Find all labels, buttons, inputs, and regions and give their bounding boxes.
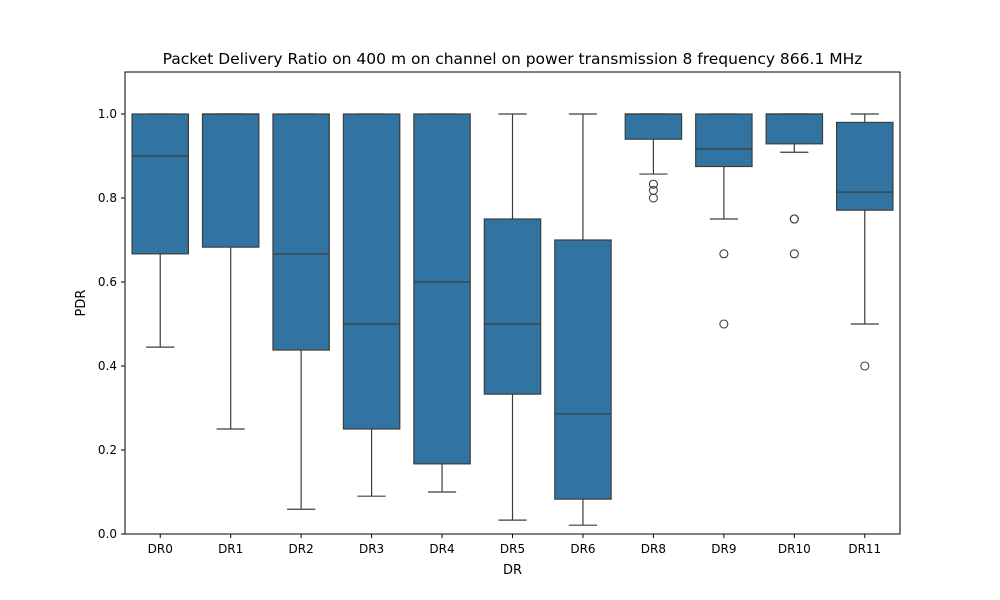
x-tick-label: DR11 <box>848 542 881 556</box>
box-dr4 <box>413 113 471 493</box>
x-tick-label: DR9 <box>711 542 736 556</box>
y-axis: 0.0 0.2 0.4 0.6 0.8 1.0 <box>98 107 125 541</box>
y-tick-label: 0.6 <box>98 275 117 289</box>
x-tick-label: DR1 <box>218 542 243 556</box>
x-tick-label: DR0 <box>148 542 173 556</box>
box-dr1 <box>201 113 260 430</box>
box-body <box>695 113 753 168</box>
box-body <box>413 113 471 465</box>
box-body <box>342 113 401 430</box>
plot-area <box>131 113 894 526</box>
box-body <box>131 113 190 255</box>
y-axis-label: PDR <box>74 290 89 317</box>
x-tick-label: DR8 <box>641 542 666 556</box>
y-tick-label: 0.4 <box>98 359 117 373</box>
x-tick-label: DR3 <box>359 542 384 556</box>
box-dr8 <box>624 113 683 203</box>
box-dr9 <box>695 113 753 329</box>
box-body <box>835 121 894 211</box>
box-dr2 <box>272 113 330 510</box>
box-dr10 <box>765 113 824 259</box>
x-tick-label: DR4 <box>429 542 454 556</box>
box-body <box>554 239 612 500</box>
box-dr6 <box>554 113 612 526</box>
y-tick-label: 0.2 <box>98 443 117 457</box>
outlier-point <box>648 179 658 189</box>
x-axis-label: DR <box>503 563 522 578</box>
outlier-point <box>789 214 799 224</box>
outlier-point <box>648 193 658 203</box>
box-dr3 <box>342 113 401 497</box>
y-tick-label: 1.0 <box>98 107 117 121</box>
x-tick-label: DR5 <box>500 542 525 556</box>
outlier-point <box>719 319 729 329</box>
box-body <box>483 218 542 395</box>
outlier-point <box>789 249 799 259</box>
chart-title: Packet Delivery Ratio on 400 m on channe… <box>163 50 863 68</box>
x-tick-label: DR6 <box>570 542 595 556</box>
outlier-point <box>719 249 729 259</box>
outlier-point <box>860 361 870 371</box>
y-tick-label: 0.8 <box>98 191 117 205</box>
box-body <box>201 113 260 248</box>
box-body <box>624 113 683 140</box>
box-body <box>272 113 330 351</box>
box-dr0 <box>131 113 190 348</box>
box-dr5 <box>483 113 542 521</box>
x-tick-label: DR10 <box>778 542 811 556</box>
y-tick-label: 0.0 <box>98 527 117 541</box>
box-dr11 <box>835 113 894 371</box>
x-axis: DR0 DR1 DR2 DR3 DR4 DR5 DR6 DR8 DR9 DR10 DR11 <box>148 534 881 556</box>
box-body <box>765 113 824 145</box>
x-tick-label: DR2 <box>289 542 314 556</box>
